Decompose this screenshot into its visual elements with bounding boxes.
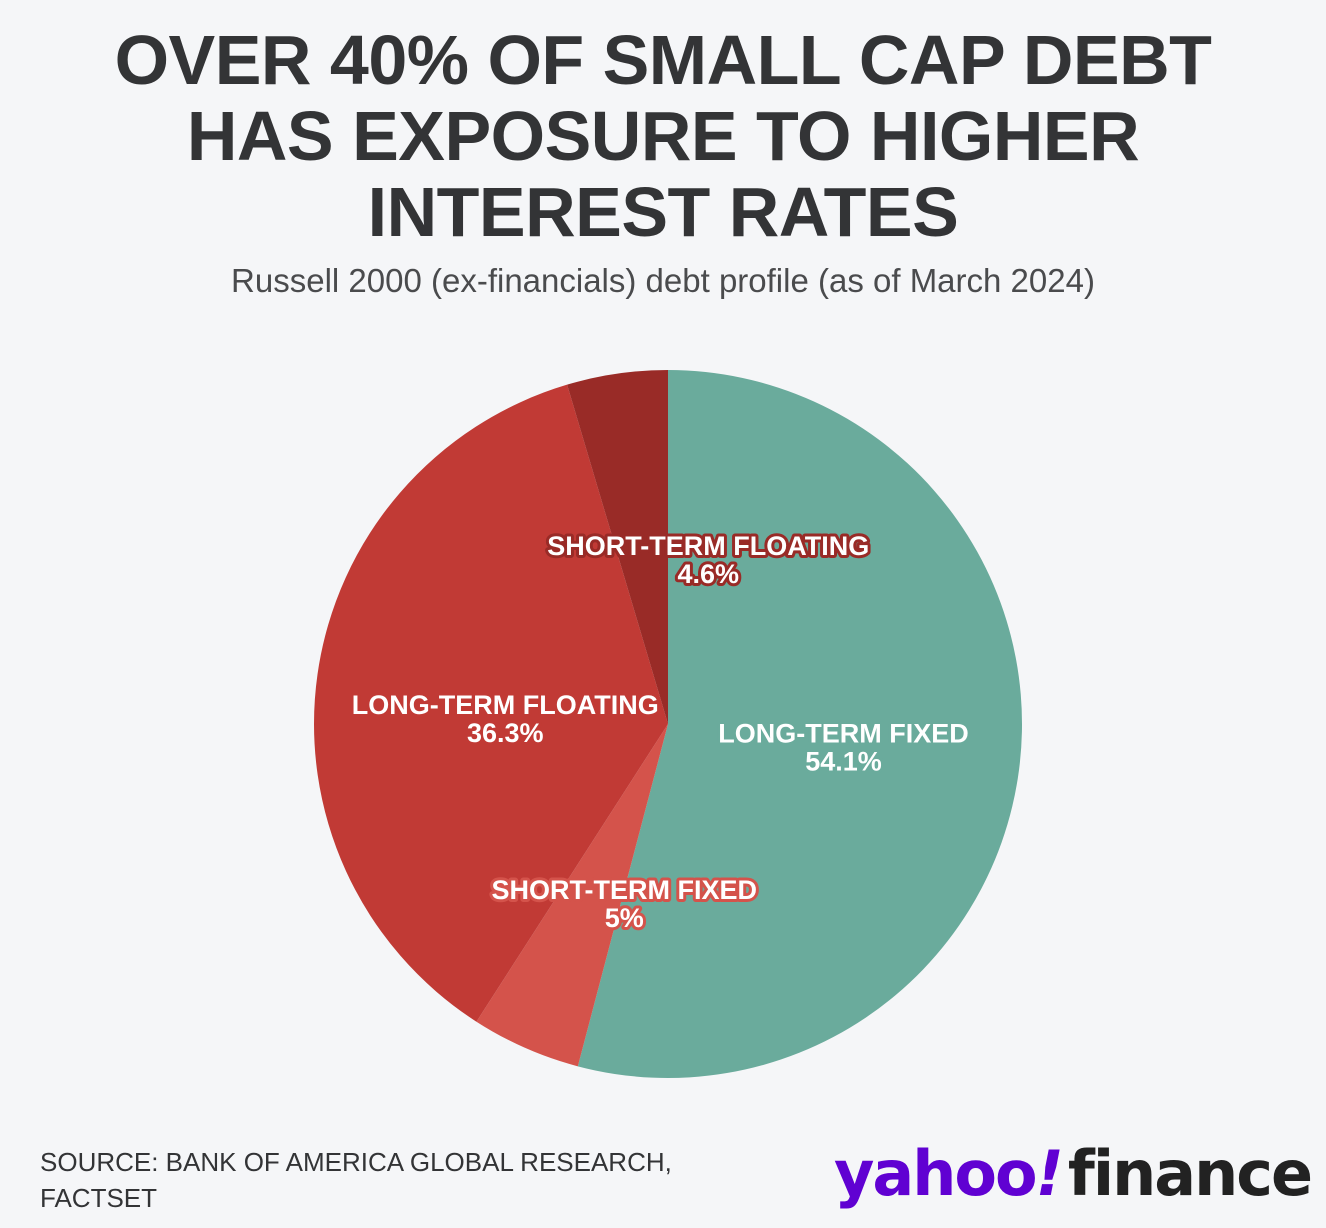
chart-subtitle: Russell 2000 (ex-financials) debt profil… bbox=[231, 262, 1095, 299]
slice-label-name: SHORT-TERM FIXED bbox=[491, 875, 757, 905]
slice-label-name: LONG-TERM FLOATING bbox=[352, 690, 659, 720]
source-line: FACTSET bbox=[40, 1183, 158, 1213]
chart-title: OVER 40% OF SMALL CAP DEBT HAS EXPOSURE … bbox=[0, 22, 1326, 250]
source-line: SOURCE: BANK OF AMERICA GLOBAL RESEARCH, bbox=[40, 1147, 672, 1177]
pie-slice-short-term-floating bbox=[567, 369, 668, 724]
yahoo-finance-logo: yahoo!finance bbox=[834, 1136, 1313, 1212]
slice-label-value: 4.6% bbox=[678, 559, 740, 589]
pie-slice-long-term-fixed bbox=[577, 370, 1023, 1078]
logo-part: finance bbox=[1067, 1137, 1313, 1210]
slice-label-value: 5% bbox=[605, 903, 644, 933]
title-line: INTEREST RATES bbox=[367, 173, 959, 251]
title-line: HAS EXPOSURE TO HIGHER bbox=[186, 97, 1140, 175]
pie-slice-short-term-fixed bbox=[476, 724, 668, 1067]
logo-part: ! bbox=[1035, 1137, 1064, 1210]
source-note: SOURCE: BANK OF AMERICA GLOBAL RESEARCH,… bbox=[40, 1144, 672, 1216]
slice-label-name: LONG-TERM FIXED bbox=[718, 719, 969, 749]
slice-label-value: 36.3% bbox=[467, 718, 544, 748]
title-line: OVER 40% OF SMALL CAP DEBT bbox=[114, 21, 1212, 99]
logo-part: yahoo bbox=[834, 1137, 1038, 1210]
slice-label-name: SHORT-TERM FLOATING bbox=[547, 531, 869, 561]
slice-label-value: 54.1% bbox=[805, 747, 882, 777]
pie-slice-long-term-floating bbox=[314, 384, 668, 1022]
